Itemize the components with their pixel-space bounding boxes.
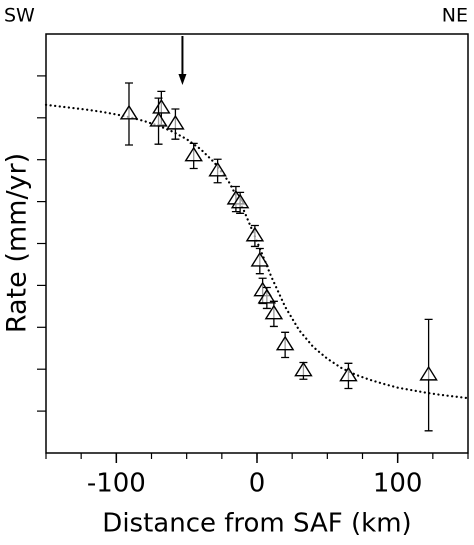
y-axis-label: Rate (mm/yr) [2, 153, 33, 333]
data-point [149, 111, 168, 127]
x-tick-label: 0 [249, 469, 266, 499]
x-axis-label: Distance from SAF (km) [102, 509, 411, 539]
data-point [184, 146, 203, 162]
data-point [250, 251, 270, 267]
arrow-head [178, 74, 187, 85]
plot-frame [45, 33, 469, 454]
corner-label-right: NE [442, 5, 468, 27]
data-point [208, 161, 227, 177]
data-point [339, 366, 358, 382]
data-point [264, 304, 284, 320]
data-point [257, 288, 277, 304]
x-tick-label: -100 [87, 469, 146, 499]
data-point [419, 365, 438, 381]
data-point [245, 226, 265, 242]
data-point [166, 114, 185, 130]
x-tick-label: 100 [373, 469, 423, 499]
corner-label-left: SW [4, 5, 35, 27]
data-point [275, 335, 295, 351]
model-curve [44, 103, 470, 400]
data-point [152, 98, 171, 114]
data-point [119, 104, 139, 120]
data-point [294, 361, 313, 377]
data-point [230, 193, 250, 209]
